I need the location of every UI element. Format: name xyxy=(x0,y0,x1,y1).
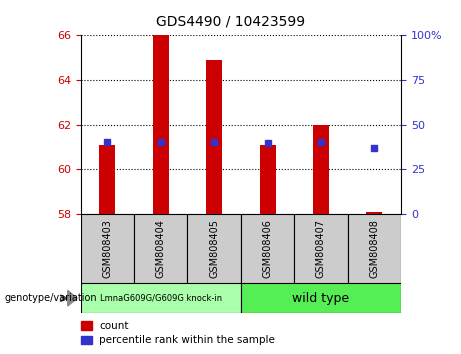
Bar xyxy=(260,145,276,214)
Bar xyxy=(366,212,382,214)
Bar xyxy=(134,214,188,283)
Bar xyxy=(313,125,329,214)
Text: GSM808405: GSM808405 xyxy=(209,219,219,278)
Text: count: count xyxy=(99,321,129,331)
Text: percentile rank within the sample: percentile rank within the sample xyxy=(99,335,275,345)
Bar xyxy=(241,283,401,313)
Text: GSM808403: GSM808403 xyxy=(102,219,112,278)
Bar xyxy=(348,214,401,283)
Bar xyxy=(81,321,92,330)
Text: GSM808404: GSM808404 xyxy=(156,219,166,278)
Text: LmnaG609G/G609G knock-in: LmnaG609G/G609G knock-in xyxy=(100,294,222,303)
Bar xyxy=(188,214,241,283)
Bar xyxy=(294,214,348,283)
Bar xyxy=(153,35,169,214)
Bar xyxy=(81,283,241,313)
Text: GSM808407: GSM808407 xyxy=(316,219,326,278)
Bar xyxy=(100,145,115,214)
Text: wild type: wild type xyxy=(292,292,349,305)
Bar xyxy=(241,214,294,283)
Text: GDS4490 / 10423599: GDS4490 / 10423599 xyxy=(156,14,305,28)
Text: genotype/variation: genotype/variation xyxy=(5,293,97,303)
Text: GSM808406: GSM808406 xyxy=(263,219,272,278)
Bar xyxy=(81,336,92,344)
Bar xyxy=(206,60,222,214)
Bar xyxy=(81,214,134,283)
Text: GSM808408: GSM808408 xyxy=(369,219,379,278)
Polygon shape xyxy=(68,290,77,306)
